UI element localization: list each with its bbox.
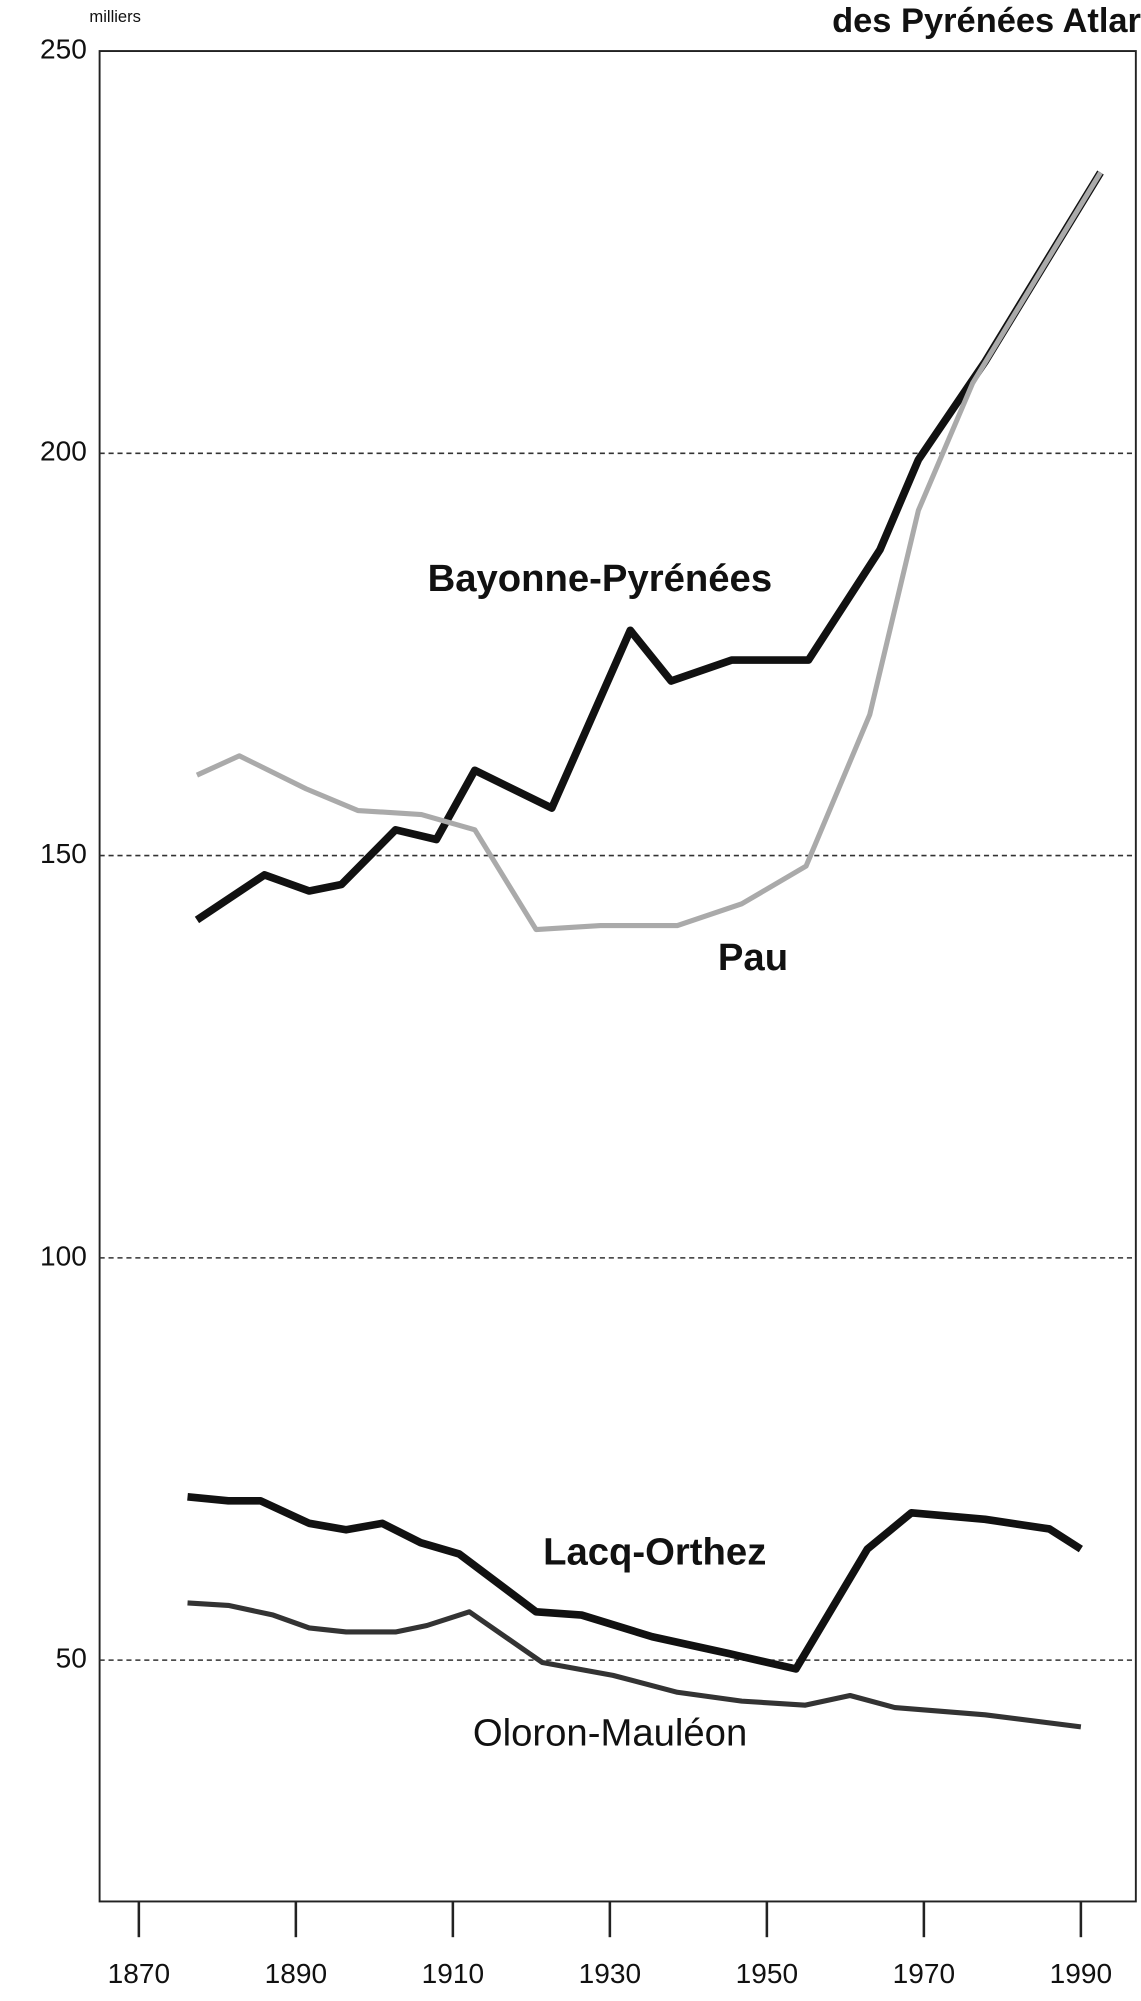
y-tick-label: 150 bbox=[40, 838, 87, 869]
x-tick-label: 1970 bbox=[893, 1958, 955, 1989]
series-line bbox=[187, 1600, 1082, 1730]
x-tick-label: 1870 bbox=[108, 1958, 170, 1989]
chart-title: des Pyrénées Atlar bbox=[832, 2, 1141, 40]
y-unit: milliers bbox=[89, 7, 141, 26]
x-tick-label: 1990 bbox=[1050, 1958, 1112, 1989]
series-label: Oloron-Mauléon bbox=[473, 1712, 747, 1755]
y-tick-label: 50 bbox=[56, 1643, 87, 1674]
y-tick-label: 100 bbox=[40, 1240, 87, 1271]
series-label: Lacq-Orthez bbox=[543, 1530, 766, 1573]
x-tick-label: 1910 bbox=[422, 1958, 484, 1989]
x-tick-label: 1930 bbox=[579, 1958, 641, 1989]
series-line bbox=[195, 171, 1103, 933]
series-line bbox=[187, 1492, 1083, 1673]
series-label: Pau bbox=[718, 936, 788, 979]
series-label: Bayonne-Pyrénées bbox=[428, 557, 773, 600]
y-tick-label: 250 bbox=[40, 33, 87, 64]
x-tick-label: 1950 bbox=[736, 1958, 798, 1989]
y-tick-label: 200 bbox=[40, 436, 87, 467]
x-tick-label: 1890 bbox=[265, 1958, 327, 1989]
plot-frame bbox=[98, 50, 1137, 1903]
series-line bbox=[194, 170, 1104, 924]
